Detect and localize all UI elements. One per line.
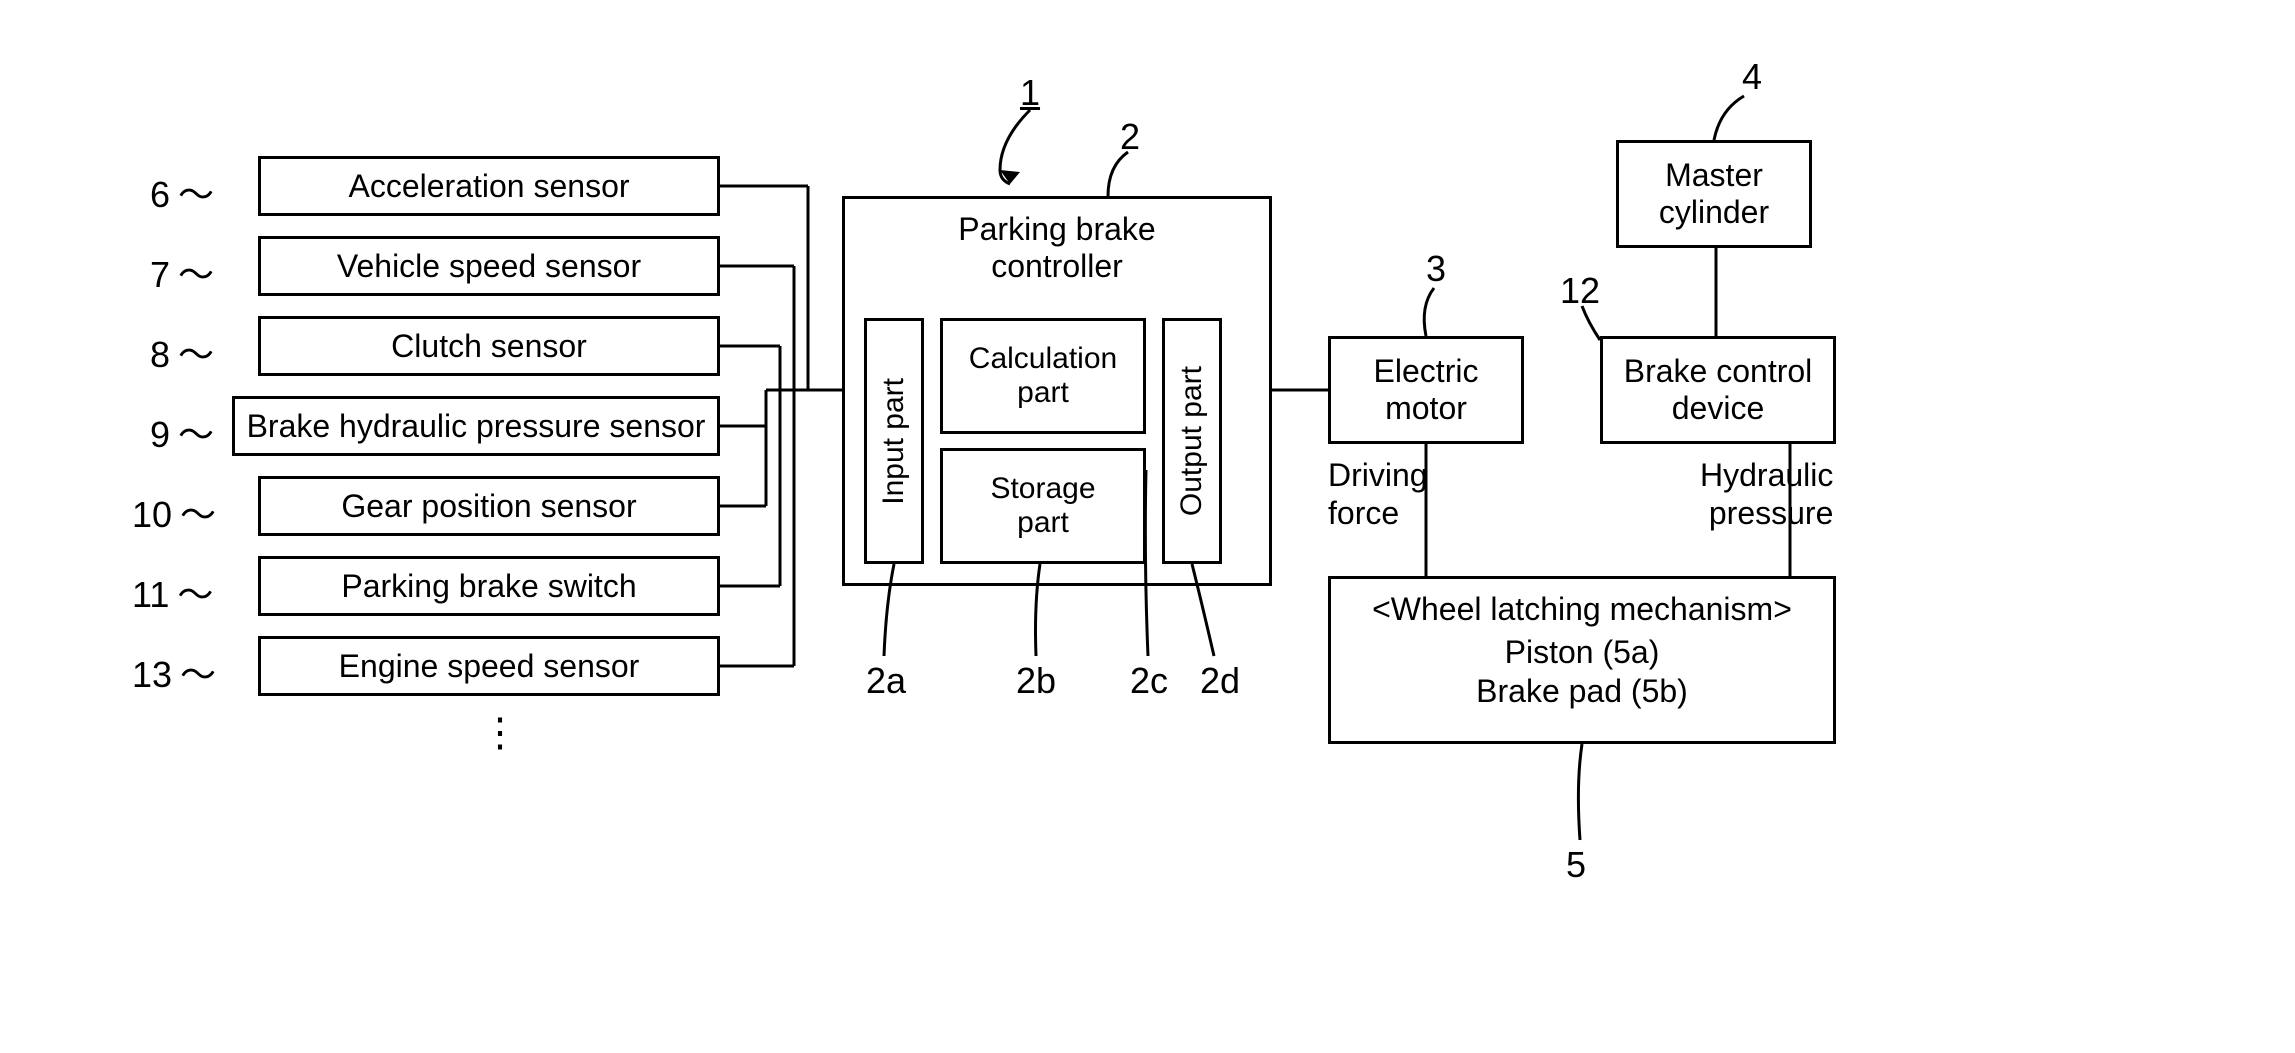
- ref-13: 13〜: [132, 646, 216, 698]
- ref-7: 7〜: [150, 246, 214, 298]
- hydraulic-pressure-label: Hydraulic pressure: [1700, 456, 1833, 533]
- latch-line1: Piston (5a): [1331, 634, 1833, 671]
- sensor-label: Parking brake switch: [341, 568, 636, 605]
- master-cylinder-box: Master cylinder: [1616, 140, 1812, 248]
- calc-part-label: Calculation part: [969, 342, 1117, 410]
- controller-title: Parking brake controller: [845, 211, 1269, 285]
- sensor-label: Vehicle speed sensor: [337, 248, 641, 285]
- brake-control-device-box: Brake control device: [1600, 336, 1836, 444]
- sensor-label: Engine speed sensor: [339, 648, 640, 685]
- sensor-box: Vehicle speed sensor: [258, 236, 720, 296]
- calc-part-box: Calculation part: [940, 318, 1146, 434]
- ref-8: 8〜: [150, 326, 214, 378]
- output-part-label: Output part: [1175, 366, 1209, 516]
- ellipsis: ⋮: [480, 710, 522, 756]
- sensor-box: Engine speed sensor: [258, 636, 720, 696]
- brake-control-device-label: Brake control device: [1624, 353, 1813, 427]
- ref-4: 4: [1742, 56, 1762, 98]
- master-cylinder-label: Master cylinder: [1659, 157, 1769, 231]
- ref-2: 2: [1120, 116, 1140, 158]
- ref-12: 12: [1560, 270, 1600, 312]
- ref-3: 3: [1426, 248, 1446, 290]
- sensor-label: Acceleration sensor: [348, 168, 629, 205]
- latch-title: <Wheel latching mechanism>: [1331, 591, 1833, 628]
- storage-part-label: Storage part: [990, 472, 1095, 540]
- ref-11: 11〜: [132, 566, 213, 618]
- ref-1: 1: [1020, 72, 1040, 114]
- sensor-box: Clutch sensor: [258, 316, 720, 376]
- motor-label: Electric motor: [1374, 353, 1479, 427]
- wheel-latching-box: <Wheel latching mechanism> Piston (5a) B…: [1328, 576, 1836, 744]
- ref-6: 6〜: [150, 166, 214, 218]
- ref-2b: 2b: [1016, 660, 1056, 702]
- latch-line2: Brake pad (5b): [1331, 673, 1833, 710]
- ref-2c: 2c: [1130, 660, 1168, 702]
- sensor-box: Parking brake switch: [258, 556, 720, 616]
- sensor-label: Brake hydraulic pressure sensor: [247, 408, 706, 445]
- sensor-box: Brake hydraulic pressure sensor: [232, 396, 720, 456]
- driving-force-label: Driving force: [1328, 456, 1428, 533]
- sensor-label: Clutch sensor: [391, 328, 587, 365]
- storage-part-box: Storage part: [940, 448, 1146, 564]
- sensor-label: Gear position sensor: [341, 488, 636, 525]
- ref-2a: 2a: [866, 660, 906, 702]
- ref-2d: 2d: [1200, 660, 1240, 702]
- sensor-box: Acceleration sensor: [258, 156, 720, 216]
- ref-10: 10〜: [132, 486, 216, 538]
- ref-5: 5: [1566, 844, 1586, 886]
- input-part-box: Input part: [864, 318, 924, 564]
- output-part-box: Output part: [1162, 318, 1222, 564]
- sensor-box: Gear position sensor: [258, 476, 720, 536]
- input-part-label: Input part: [877, 378, 911, 505]
- ref-9: 9〜: [150, 406, 214, 458]
- motor-box: Electric motor: [1328, 336, 1524, 444]
